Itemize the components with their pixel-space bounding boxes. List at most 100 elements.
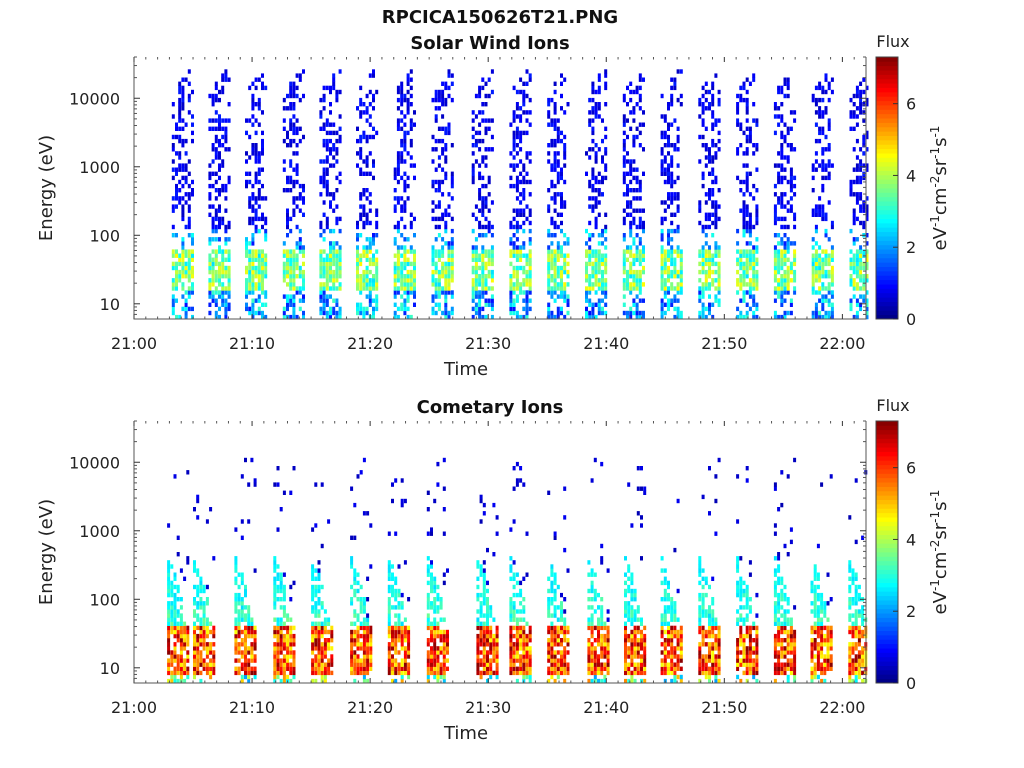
- spectrogram-cell: [396, 249, 400, 254]
- spectrogram-cell: [430, 576, 433, 581]
- spectrogram-cell: [736, 110, 740, 115]
- spectrogram-cell: [202, 642, 206, 647]
- spectrogram-cell: [276, 638, 280, 643]
- spectrogram-cell: [366, 678, 370, 684]
- spectrogram-cell: [247, 609, 251, 614]
- spectrogram-cell: [187, 290, 191, 295]
- spectrogram-cell: [663, 118, 667, 123]
- spectrogram-cell: [240, 609, 244, 614]
- spectrogram-cell: [622, 278, 626, 283]
- spectrogram-cell: [314, 576, 318, 581]
- spectrogram-cell: [818, 253, 822, 258]
- spectrogram-cell: [745, 102, 749, 107]
- spectrogram-cell: [365, 257, 369, 262]
- spectrogram-cell: [240, 535, 244, 540]
- spectrogram-cell: [261, 138, 264, 144]
- spectrogram-cell: [663, 294, 667, 299]
- spectrogram-cell: [173, 642, 177, 647]
- colorbar-segment: [876, 65, 898, 71]
- spectrogram-cell: [359, 261, 363, 267]
- spectrogram-cell: [481, 204, 485, 209]
- spectrogram-cell: [865, 85, 869, 91]
- spectrogram-cell: [397, 638, 401, 643]
- spectrogram-cell: [755, 220, 759, 226]
- spectrogram-cell: [522, 228, 526, 234]
- spectrogram-cell: [329, 204, 332, 209]
- spectrogram-cell: [509, 670, 513, 676]
- spectrogram-cell: [708, 151, 711, 156]
- colorbar-segment: [876, 222, 898, 228]
- spectrogram-cell: [736, 282, 740, 287]
- spectrogram-cell: [212, 625, 216, 631]
- spectrogram-cell: [433, 633, 437, 639]
- spectrogram-cell: [353, 670, 357, 676]
- spectrogram-cell: [622, 233, 626, 238]
- spectrogram-cell: [447, 257, 451, 262]
- spectrogram-cell: [830, 89, 834, 95]
- spectrogram-cell: [777, 114, 781, 119]
- spectrogram-cell: [865, 233, 869, 238]
- spectrogram-cell: [585, 261, 588, 267]
- spectrogram-cell: [261, 212, 264, 217]
- spectrogram-cell: [187, 159, 191, 164]
- spectrogram-cell: [509, 662, 513, 667]
- spectrogram-cell: [484, 298, 488, 303]
- spectrogram-cell: [509, 253, 513, 258]
- spectrogram-cell: [632, 220, 636, 226]
- spectrogram-cell: [191, 188, 194, 193]
- spectrogram-cell: [486, 621, 489, 626]
- spectrogram-cell: [413, 110, 416, 115]
- spectrogram-cell: [214, 151, 218, 156]
- spectrogram-cell: [187, 265, 191, 271]
- spectrogram-cell: [325, 192, 329, 197]
- spectrogram-cell: [279, 605, 283, 610]
- spectrogram-cell: [393, 261, 397, 267]
- spectrogram-cell: [859, 81, 863, 86]
- spectrogram-cell: [171, 302, 175, 307]
- spectrogram-cell: [479, 638, 483, 643]
- spectrogram-cell: [221, 134, 225, 140]
- spectrogram-cell: [495, 658, 499, 663]
- spectrogram-cell: [597, 261, 601, 267]
- spectrogram-cell: [248, 155, 252, 160]
- spectrogram-cell: [254, 310, 258, 316]
- spectrogram-cell: [369, 658, 373, 663]
- spectrogram-cell: [209, 621, 213, 626]
- spectrogram-cell: [322, 265, 326, 271]
- spectrogram-cell: [450, 73, 454, 78]
- spectrogram-cell: [550, 97, 554, 103]
- spectrogram-cell: [528, 286, 532, 291]
- spectrogram-cell: [403, 654, 407, 659]
- spectrogram-cell: [434, 237, 438, 242]
- spectrogram-cell: [780, 163, 784, 168]
- spectrogram-cell: [359, 302, 363, 307]
- spectrogram-cell: [372, 106, 375, 111]
- spectrogram-cell: [748, 233, 752, 238]
- spectrogram-cell: [329, 241, 332, 246]
- spectrogram-cell: [356, 633, 360, 639]
- spectrogram-cell: [184, 151, 188, 156]
- spectrogram-cell: [626, 314, 629, 320]
- spectrogram-cell: [830, 269, 834, 275]
- spectrogram-cell: [676, 245, 680, 250]
- spectrogram-cell: [638, 85, 642, 91]
- spectrogram-cell: [487, 228, 491, 234]
- spectrogram-cell: [430, 601, 433, 606]
- spectrogram-cell: [319, 126, 323, 131]
- spectrogram-cell: [319, 224, 323, 230]
- spectrogram-cell: [273, 560, 277, 565]
- spectrogram-cell: [824, 106, 828, 111]
- spectrogram-cell: [663, 208, 667, 213]
- y-tick-label: 1000: [79, 158, 120, 177]
- spectrogram-cell: [224, 310, 228, 316]
- spectrogram-cell: [481, 294, 485, 299]
- colorbar-segment: [876, 209, 898, 215]
- spectrogram-cell: [356, 597, 360, 602]
- spectrogram-cell: [698, 200, 702, 205]
- spectrogram-cell: [250, 633, 254, 639]
- spectrogram-cell: [234, 609, 238, 614]
- spectrogram-cell: [362, 642, 366, 647]
- spectrogram-cell: [426, 507, 430, 512]
- spectrogram-cell: [773, 261, 777, 267]
- spectrogram-cell: [509, 274, 513, 279]
